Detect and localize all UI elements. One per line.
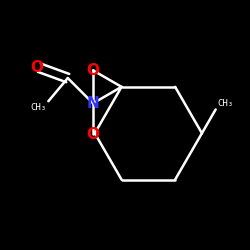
Text: CH₃: CH₃	[217, 99, 233, 108]
Text: O: O	[30, 60, 43, 75]
Text: O: O	[86, 63, 100, 78]
Text: N: N	[87, 96, 100, 111]
Text: CH₃: CH₃	[31, 102, 47, 112]
Text: O: O	[86, 128, 100, 142]
